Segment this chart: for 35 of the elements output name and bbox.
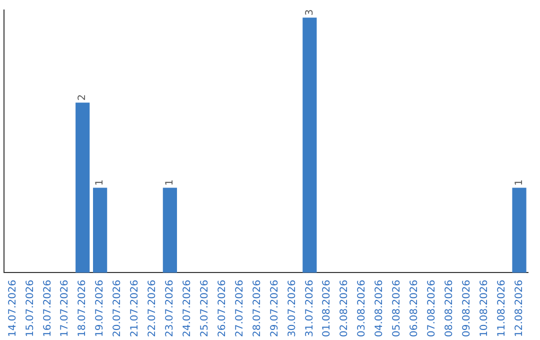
x-tick-label: 30.07.2026 [286, 280, 298, 338]
x-tick-label: 16.07.2026 [42, 280, 54, 338]
x-tick-label: 06.08.2026 [409, 280, 420, 338]
x-tick-label: 07.08.2026 [426, 280, 438, 338]
x-tick-label: 10.08.2026 [478, 280, 490, 338]
x-tick-label: 20.07.2026 [112, 280, 124, 338]
x-tick-label: 15.07.2026 [24, 280, 36, 338]
x-tick-label: 08.08.2026 [444, 280, 455, 338]
x-tick-label: 29.07.2026 [269, 280, 280, 338]
x-tick-label: 23.07.2026 [164, 280, 176, 338]
x-tick-label: 25.07.2026 [199, 280, 210, 338]
x-tick-label: 01.08.2026 [322, 280, 333, 338]
x-tick-label: 09.08.2026 [461, 280, 472, 338]
x-tick-label: 24.07.2026 [182, 280, 193, 338]
x-tick-label: 22.07.2026 [147, 280, 158, 338]
x-tick-label: 18.07.2026 [77, 280, 88, 338]
x-tick-label: 04.08.2026 [374, 280, 386, 338]
x-tick-label: 19.07.2026 [94, 280, 106, 338]
x-tick-label: 21.07.2026 [130, 280, 141, 338]
x-tick-label: 28.07.2026 [252, 280, 263, 338]
x-tick-label: 14.07.2026 [7, 280, 18, 338]
x-tick-label: 31.07.2026 [304, 280, 316, 338]
x-tick-label: 11.08.2026 [496, 280, 508, 338]
data-label: 2 [77, 94, 88, 101]
data-label: 1 [514, 179, 525, 186]
x-tick-label: 12.08.2026 [514, 280, 525, 338]
x-tick-label: 17.07.2026 [60, 280, 71, 338]
x-tick-label: 03.08.2026 [356, 280, 368, 338]
data-label: 1 [94, 179, 106, 186]
x-tick-label: 05.08.2026 [392, 280, 403, 338]
data-label: 3 [304, 9, 316, 16]
x-tick-label: 27.07.2026 [234, 280, 246, 338]
data-label: 1 [164, 179, 176, 186]
x-tick-label: 26.07.2026 [216, 280, 228, 338]
x-tick-label: 02.08.2026 [339, 280, 350, 338]
